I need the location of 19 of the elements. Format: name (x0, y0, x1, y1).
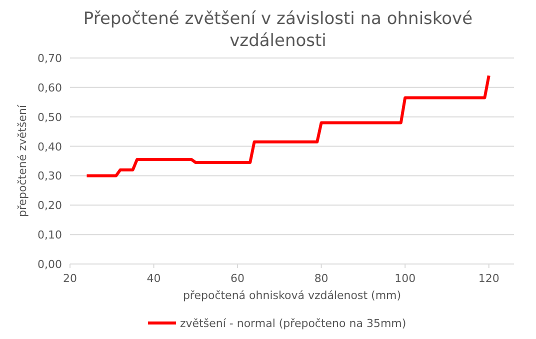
y-tick-label: 0,20 (38, 199, 62, 212)
y-axis-title: přepočtené zvětšení (16, 104, 29, 217)
x-tick-label: 80 (314, 272, 328, 285)
x-tick-label: 40 (146, 272, 161, 285)
x-tick-label: 100 (394, 272, 416, 285)
y-tick-label: 0,10 (38, 228, 62, 242)
x-tick-label: 20 (63, 272, 77, 285)
line-series (85, 74, 490, 178)
x-axis-title: přepočtená ohnisková vzdálenost (mm) (182, 289, 402, 302)
y-tick-label: 0,60 (38, 81, 62, 94)
x-tick-label: 60 (230, 272, 245, 285)
y-tick-label: 0,40 (38, 140, 62, 154)
legend-label: zvětšení - normal (přepočteno na 35mm) (180, 317, 406, 330)
chart-title: Přepočtené zvětšení v závislosti na ohniskové vzdálenosti (83, 9, 473, 51)
y-tick-label: 0,30 (38, 170, 62, 183)
y-tick-label: 0,50 (38, 110, 62, 124)
x-tick-label: 120 (478, 272, 500, 285)
y-tick-label: 0,70 (38, 52, 62, 65)
y-tick-label: 0,00 (38, 258, 62, 271)
